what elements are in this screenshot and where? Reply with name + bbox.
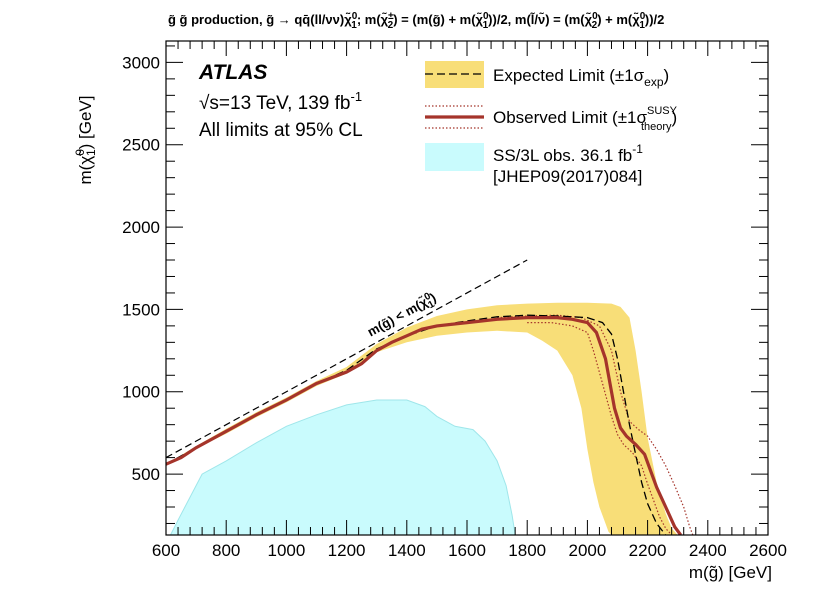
diagonal-line — [166, 259, 528, 459]
y-tick-label: 500 — [132, 465, 160, 484]
legend-observed-label: Observed Limit (±1σSUSY theory) — [493, 105, 678, 133]
cl-label: All limits at 95% CL — [199, 120, 363, 141]
y-axis-label: m(χ̃01) [GeV] — [73, 96, 98, 185]
observed-limit-line — [166, 316, 682, 535]
x-tick-label: 2600 — [749, 541, 787, 560]
x-tick-label: 1400 — [388, 541, 426, 560]
previous-limit-area — [169, 399, 516, 535]
legend-previous-label-2: [JHEP09(2017)084] — [493, 167, 642, 186]
legend-previous-label-1: SS/3L obs. 36.1 fb-1 — [493, 142, 643, 165]
atlas-label: ATLAS — [198, 61, 267, 84]
energy-label: √s=13 TeV, 139 fb-1 — [199, 89, 362, 114]
x-tick-label: 2200 — [629, 541, 667, 560]
y-tick-label: 3000 — [122, 53, 160, 72]
legend-expected-label: Expected Limit (±1σexp) — [493, 66, 669, 89]
chart-title: g̃ g̃ production, g̃ → qq̄(ll/νν)χ̃0 1; m… — [168, 11, 664, 31]
x-axis-label: m(g̃) [GeV] — [689, 563, 772, 582]
legend: Expected Limit (±1σexp) Observed Limit (… — [425, 61, 678, 186]
y-tick-label: 1500 — [122, 300, 160, 319]
x-tick-label: 1200 — [328, 541, 366, 560]
y-tick-label: 2000 — [122, 218, 160, 237]
x-tick-label: 2000 — [568, 541, 606, 560]
x-tick-label: 1600 — [448, 541, 486, 560]
axis-ticks — [165, 41, 769, 535]
legend-previous-swatch — [425, 143, 484, 171]
x-tick-label: 1800 — [508, 541, 546, 560]
x-tick-label: 600 — [152, 541, 180, 560]
expected-band-area — [166, 302, 678, 535]
y-tick-label: 1000 — [122, 383, 160, 402]
x-tick-label: 1000 — [267, 541, 305, 560]
plot-area — [166, 259, 694, 535]
x-tick-label: 2400 — [689, 541, 727, 560]
y-tick-label: 2500 — [122, 136, 160, 155]
observed-down-line — [527, 322, 673, 535]
x-tick-label: 800 — [212, 541, 240, 560]
axis-tick-labels: 600 800 1000 1200 1400 1600 1800 2000 2200 2400 26… — [122, 53, 787, 560]
observed-up-line — [497, 314, 694, 535]
